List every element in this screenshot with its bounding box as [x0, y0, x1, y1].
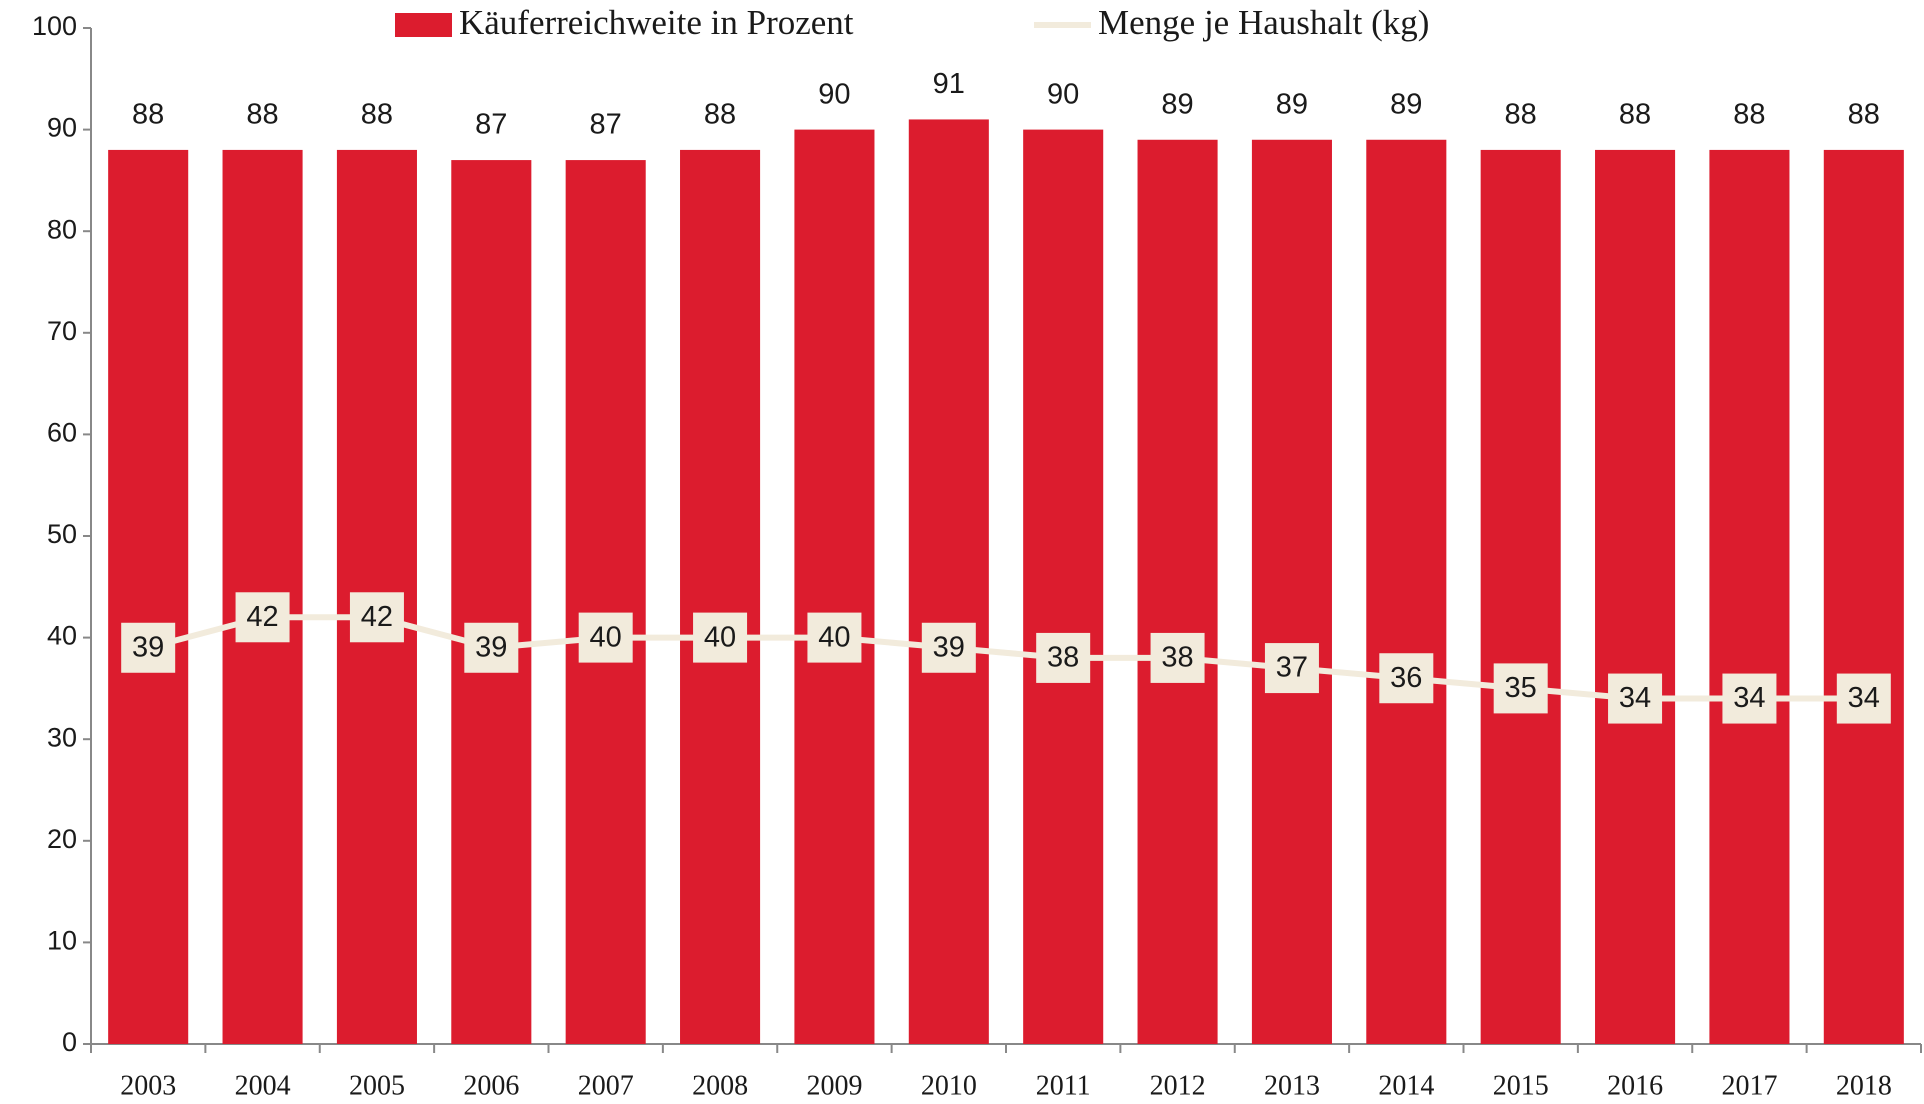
- bar-value-label: 88: [246, 99, 278, 131]
- bar: [565, 160, 646, 1044]
- line-value-label: 40: [704, 621, 736, 653]
- x-tick-label: 2014: [1378, 1070, 1434, 1101]
- x-tick-label: 2008: [692, 1070, 748, 1101]
- line-label-box: [578, 612, 633, 663]
- line-value-label: 37: [1276, 652, 1308, 684]
- x-tick-label: 2018: [1836, 1070, 1892, 1101]
- bar: [794, 129, 875, 1045]
- line-label-box: [349, 592, 404, 643]
- line-label-box: [921, 622, 976, 673]
- line-label-box: [1722, 673, 1777, 724]
- x-tick-label: 2013: [1264, 1070, 1320, 1101]
- bar-value-label: 88: [132, 99, 164, 131]
- y-tick-label: 0: [62, 1027, 77, 1057]
- y-tick-label: 70: [47, 316, 77, 346]
- bar-value-label: 89: [1161, 88, 1193, 120]
- x-tick-label: 2005: [349, 1070, 405, 1101]
- line-value-label: 39: [475, 631, 507, 663]
- bar: [1480, 149, 1561, 1045]
- x-tick-label: 2012: [1150, 1070, 1206, 1101]
- bar: [451, 160, 532, 1044]
- x-tick-label: 2017: [1721, 1070, 1777, 1101]
- x-tick-label: 2004: [235, 1070, 291, 1101]
- x-tick-label: 2016: [1607, 1070, 1663, 1101]
- line-value-label: 34: [1619, 682, 1651, 714]
- bar-value-label: 87: [590, 109, 622, 141]
- y-tick-label: 40: [47, 621, 77, 651]
- y-tick-label: 50: [47, 519, 77, 549]
- x-tick-label: 2007: [578, 1070, 634, 1101]
- line-label-box: [1608, 673, 1663, 724]
- line-label-box: [1836, 673, 1891, 724]
- line-label-box: [1150, 632, 1205, 683]
- bar: [1137, 139, 1218, 1044]
- bar: [1366, 139, 1447, 1044]
- line-value-label: 42: [361, 601, 393, 633]
- line-value-label: 36: [1390, 662, 1422, 694]
- bar: [680, 149, 761, 1045]
- line-label-box: [1493, 663, 1548, 714]
- y-tick-label: 20: [47, 824, 77, 854]
- line-value-label: 34: [1848, 682, 1880, 714]
- line-label-box: [807, 612, 862, 663]
- line-label-box: [1036, 632, 1091, 683]
- bar: [1709, 149, 1790, 1045]
- bar-value-label: 90: [818, 78, 850, 110]
- bar: [908, 119, 989, 1044]
- line-value-label: 40: [818, 621, 850, 653]
- line-label-box: [464, 622, 519, 673]
- line: [147, 614, 1864, 702]
- bar-value-label: 88: [1619, 99, 1651, 131]
- x-tick-label: 2015: [1493, 1070, 1549, 1101]
- legend-swatch: [395, 13, 452, 37]
- line-value-label: 39: [132, 631, 164, 663]
- legend-label: Menge je Haushalt (kg): [1098, 3, 1429, 42]
- bar-value-label: 88: [1733, 99, 1765, 131]
- bar: [1823, 149, 1904, 1045]
- bar: [108, 149, 189, 1045]
- bar-value-label: 89: [1390, 88, 1422, 120]
- bar-value-label: 88: [704, 99, 736, 131]
- line-label-box: [121, 622, 176, 673]
- x-tick-label: 2009: [806, 1070, 862, 1101]
- bar: [1023, 129, 1104, 1045]
- line-value-label: 42: [246, 601, 278, 633]
- line-label-box: [1379, 653, 1434, 704]
- x-tick-label: 2011: [1036, 1070, 1091, 1101]
- x-tick-label: 2003: [120, 1070, 176, 1101]
- x-tick-label: 2006: [463, 1070, 519, 1101]
- bar: [1251, 139, 1332, 1044]
- bar-value-label: 89: [1276, 88, 1308, 120]
- bar-value-label: 87: [475, 109, 507, 141]
- line-label-box: [693, 612, 748, 663]
- line-label-box: [1264, 643, 1319, 694]
- line-value-label: 34: [1733, 682, 1765, 714]
- line-label-box: [235, 592, 290, 643]
- x-tick-label: 2010: [921, 1070, 977, 1101]
- bar-value-label: 91: [933, 68, 965, 100]
- bar: [1595, 149, 1676, 1045]
- y-tick-label: 10: [47, 926, 77, 956]
- y-tick-label: 100: [32, 11, 77, 41]
- bar-value-label: 88: [361, 99, 393, 131]
- line-value-label: 38: [1161, 642, 1193, 674]
- bar-value-label: 90: [1047, 78, 1079, 110]
- line-value-label: 35: [1505, 672, 1537, 704]
- line-value-label: 40: [590, 621, 622, 653]
- bar-value-label: 88: [1848, 99, 1880, 131]
- line-value-label: 39: [933, 631, 965, 663]
- y-tick-label: 30: [47, 722, 77, 752]
- y-tick-label: 60: [47, 418, 77, 448]
- y-tick-label: 80: [47, 214, 77, 244]
- line-value-label: 38: [1047, 642, 1079, 674]
- y-tick-label: 90: [47, 113, 77, 143]
- bar-value-label: 88: [1505, 99, 1537, 131]
- legend-label: Käuferreichweite in Prozent: [459, 3, 854, 42]
